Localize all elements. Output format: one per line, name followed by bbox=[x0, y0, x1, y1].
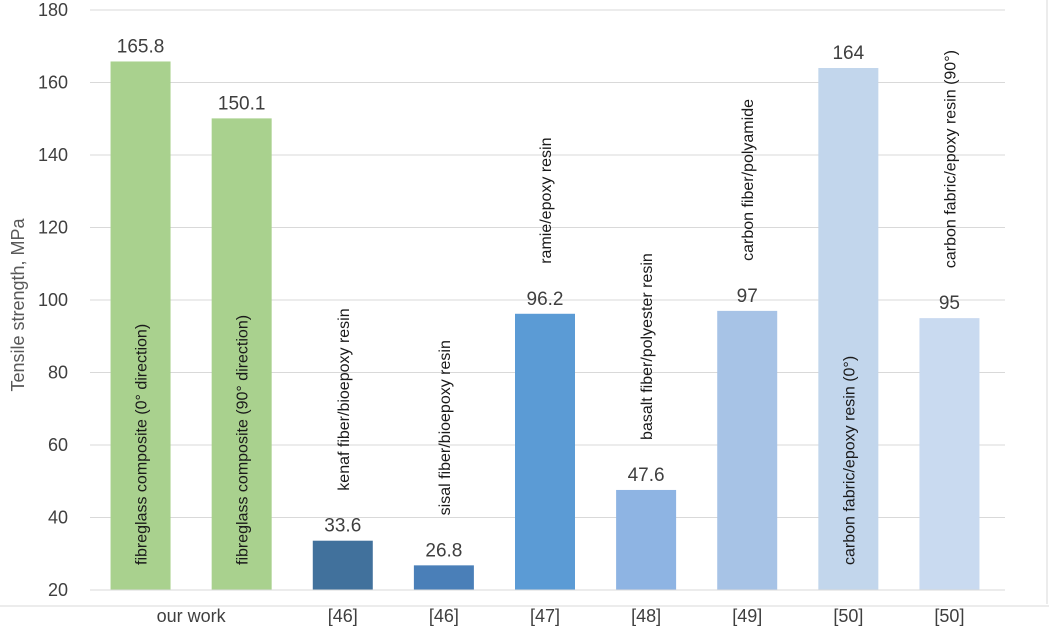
y-tick-label: 40 bbox=[48, 508, 68, 528]
x-tick-label: [46] bbox=[328, 606, 358, 626]
data-label: 47.6 bbox=[628, 465, 665, 486]
data-label: 33.6 bbox=[324, 516, 361, 537]
bar-text-label: fibreglass composite (90° direction) bbox=[235, 315, 252, 565]
x-tick-label: [50] bbox=[934, 606, 964, 626]
bar-group: 97 carbon fiber/polyamide bbox=[717, 99, 778, 590]
x-tick-label: [46] bbox=[429, 606, 459, 626]
data-label: 95 bbox=[939, 293, 960, 314]
data-label: 96.2 bbox=[527, 289, 564, 310]
bar-group: 164 carbon fabric/epoxy resin (0°) bbox=[818, 43, 879, 590]
bar bbox=[110, 61, 171, 591]
data-label: 150.1 bbox=[218, 93, 266, 114]
y-tick-label: 20 bbox=[48, 580, 68, 600]
bar-group: 47.6 basalt fiber/polyester resin bbox=[616, 253, 677, 590]
bar-text-label: carbon fabric/epoxy resin (0°) bbox=[841, 356, 858, 565]
bar-group: 26.8 sisal fiber/bioepoxy resin bbox=[413, 340, 474, 590]
x-tick-label: our work bbox=[157, 606, 227, 626]
data-label: 97 bbox=[737, 286, 758, 307]
y-tick-label: 160 bbox=[38, 73, 68, 93]
bar-text-label: kenaf fiber/bioepoxy resin bbox=[336, 308, 353, 490]
data-label: 26.8 bbox=[425, 540, 462, 561]
data-label: 165.8 bbox=[117, 36, 165, 57]
bar bbox=[919, 318, 980, 590]
x-tick-label: [50] bbox=[833, 606, 863, 626]
bar-group: 165.8 fibreglass composite (0° direction) bbox=[110, 36, 171, 591]
y-tick-label: 80 bbox=[48, 363, 68, 383]
bar-text-label: basalt fiber/polyester resin bbox=[639, 253, 656, 440]
bar-group: 96.2 ramie/epoxy resin bbox=[515, 137, 575, 590]
bar-text-label: ramie/epoxy resin bbox=[538, 137, 555, 263]
bar bbox=[211, 118, 272, 590]
bar bbox=[616, 489, 677, 590]
y-tick-label: 140 bbox=[38, 145, 68, 165]
bar bbox=[818, 68, 879, 590]
x-tick-label: [49] bbox=[732, 606, 762, 626]
bar bbox=[312, 540, 373, 590]
y-tick-label: 120 bbox=[38, 218, 68, 238]
bar-text-label: fibreglass composite (0° direction) bbox=[134, 324, 151, 565]
bar-text-label: carbon fabric/epoxy resin (90°) bbox=[942, 50, 959, 268]
bar bbox=[717, 310, 778, 590]
y-tick-label: 100 bbox=[38, 290, 68, 310]
y-tick-label: 180 bbox=[38, 0, 68, 20]
y-axis-label: Tensile strength, MPa bbox=[8, 217, 28, 391]
data-label: 164 bbox=[832, 43, 864, 64]
bar-group: 150.1 fibreglass composite (90° direction… bbox=[211, 93, 272, 590]
bar-text-label: sisal fiber/bioepoxy resin bbox=[437, 340, 454, 515]
x-axis-labels: our work [46] [46] [47] [48] [49] [50] [50] bbox=[157, 606, 965, 626]
bar-group: 33.6 kenaf fiber/bioepoxy resin bbox=[312, 308, 373, 590]
bar bbox=[515, 313, 575, 590]
bar bbox=[413, 565, 474, 590]
bar-group: 95 carbon fabric/epoxy resin (90°) bbox=[919, 50, 980, 590]
y-tick-label: 60 bbox=[48, 435, 68, 455]
y-axis-ticks: 20 40 60 80 100 120 140 160 180 bbox=[38, 0, 68, 600]
x-tick-label: [48] bbox=[631, 606, 661, 626]
bars: 165.8 fibreglass composite (0° direction)… bbox=[110, 36, 980, 591]
x-tick-label: [47] bbox=[530, 606, 560, 626]
bar-text-label: carbon fiber/polyamide bbox=[740, 99, 757, 261]
